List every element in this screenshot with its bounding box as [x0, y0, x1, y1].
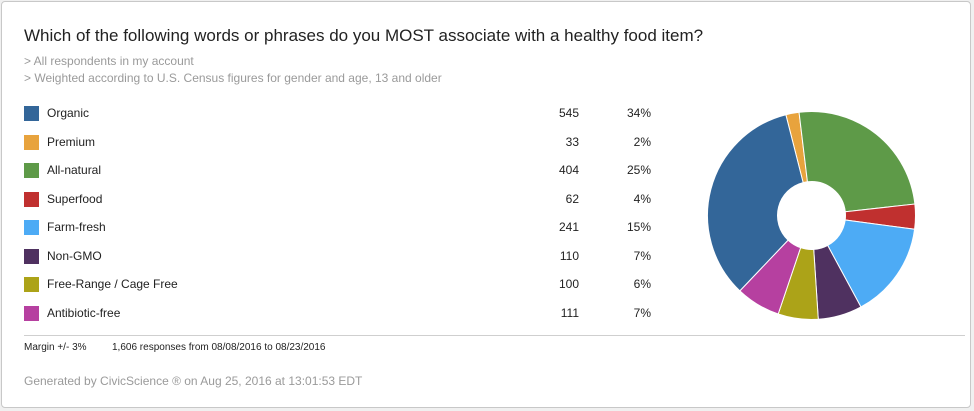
legend-label: Antibiotic-free	[47, 305, 121, 320]
percent-value: 34%	[626, 106, 651, 120]
legend-label: All-natural	[47, 163, 102, 177]
legend-label: Superfood	[47, 191, 103, 206]
legend-label: Premium	[47, 134, 96, 149]
legend-row: Farm-fresh 241 15%	[24, 217, 664, 241]
legend-label: Free-Range / Cage Free	[47, 277, 178, 291]
legend-swatch	[24, 277, 39, 292]
legend-swatch	[24, 191, 39, 207]
response-count-value: 62	[565, 191, 579, 206]
response-count-value: 33	[565, 134, 579, 149]
percent-value: 6%	[633, 277, 651, 291]
percent-value: 7%	[633, 305, 651, 320]
legend-swatch	[24, 220, 39, 235]
percent-value: 4%	[633, 191, 651, 206]
response-count-value: 404	[558, 163, 579, 177]
legend-swatch	[24, 134, 39, 150]
response-count: 1,606 responses from 08/08/2016 to 08/23…	[112, 342, 326, 353]
legend-row: Organic 545 34%	[24, 103, 664, 127]
legend-row: Non-GMO 110 7%	[24, 246, 664, 270]
filter-note-weighting: > Weighted according to U.S. Census figu…	[24, 71, 442, 85]
response-count-value: 100	[558, 277, 579, 291]
legend-swatch	[24, 305, 39, 321]
donut-chart	[707, 111, 916, 320]
response-count-value: 545	[558, 106, 579, 120]
percent-value: 2%	[633, 134, 651, 149]
legend-swatch	[24, 163, 39, 178]
legend-swatch	[24, 106, 39, 121]
legend-row: Premium 33 2%	[24, 132, 664, 156]
generated-by: Generated by CivicScience ® on Aug 25, 2…	[24, 374, 363, 388]
response-count-value: 241	[558, 220, 579, 234]
response-count-value: 110	[559, 248, 579, 263]
percent-value: 25%	[626, 163, 651, 177]
filter-note-respondents: > All respondents in my account	[24, 54, 194, 68]
donut-slice-all-natural	[798, 111, 916, 213]
response-count-value: 111	[560, 305, 579, 320]
legend-label: Non-GMO	[47, 248, 102, 263]
legend-label: Organic	[47, 106, 90, 120]
legend-label: Farm-fresh	[47, 220, 106, 234]
divider	[24, 335, 965, 336]
donut-slice-organic	[707, 114, 804, 292]
legend-row: Superfood 62 4%	[24, 189, 664, 213]
percent-value: 15%	[626, 220, 651, 234]
legend-row: Antibiotic-free 111 7%	[24, 303, 664, 327]
legend-row: Free-Range / Cage Free 100 6%	[24, 274, 664, 298]
legend-swatch	[24, 248, 39, 264]
margin-of-error: Margin +/- 3%	[24, 342, 87, 353]
legend-row: All-natural 404 25%	[24, 160, 664, 184]
question-title: Which of the following words or phrases …	[24, 26, 704, 45]
percent-value: 7%	[633, 248, 651, 263]
